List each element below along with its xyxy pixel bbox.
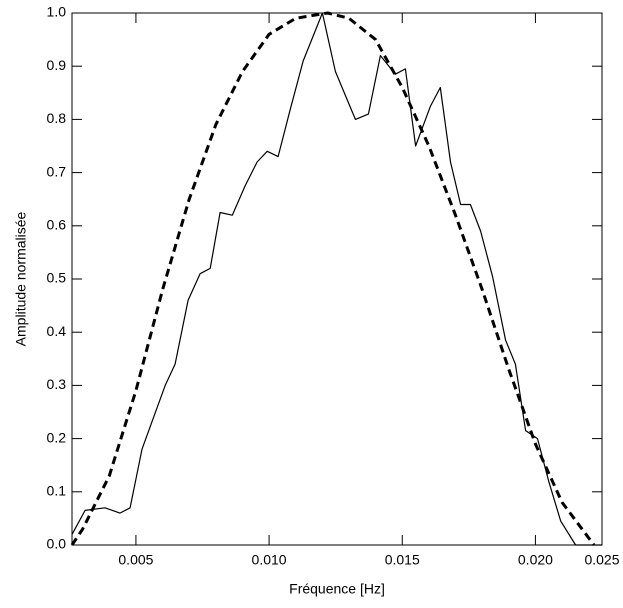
y-axis-label: Amplitude normalisée [13,211,29,346]
series-line [70,11,596,546]
y-tick-label: 0.6 [47,217,67,233]
x-tick-label: 0.020 [518,552,553,568]
x-tick-label: 0.025 [584,552,619,568]
x-axis-label: Fréquence [Hz] [289,581,385,597]
x-tick-label: 0.015 [385,552,420,568]
y-tick-label: 0.0 [47,536,67,552]
series-line [71,12,602,546]
y-tick-label: 0.8 [47,110,67,126]
y-tick-label: 1.0 [47,4,67,20]
y-tick-label: 0.7 [47,163,67,179]
y-tick-label: 0.5 [47,270,67,286]
y-tick-label: 0.4 [47,323,67,339]
plot-frame [71,12,603,546]
y-tick-label: 0.2 [47,429,67,445]
y-tick-label: 0.9 [47,57,67,73]
x-tick-label: 0.005 [118,552,153,568]
y-tick-label: 0.3 [47,376,67,392]
x-tick-label: 0.010 [252,552,287,568]
y-tick-label: 0.1 [47,483,67,499]
